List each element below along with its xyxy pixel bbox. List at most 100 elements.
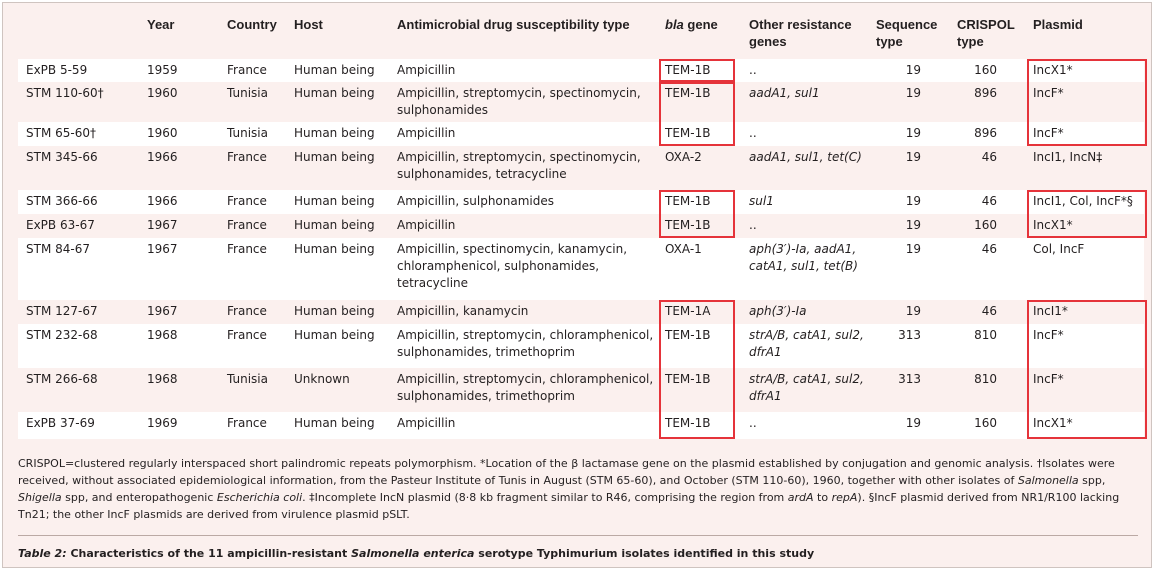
cell-bla-gene: TEM-1B bbox=[657, 122, 741, 146]
cell-isolate-text: STM 84-67 bbox=[26, 242, 90, 256]
header-sequence-type: Sequence type bbox=[868, 6, 949, 59]
cell-crispol-type-text: 46 bbox=[981, 242, 997, 256]
cell-year: 1967 bbox=[139, 214, 219, 238]
cell-susceptibility-text: Ampicillin, spectinomycin, kanamycin, bbox=[397, 242, 628, 256]
cell-other-genes-text: strA/B, catA1, sul2, bbox=[749, 372, 864, 386]
cell-country-text: Tunisia bbox=[227, 372, 268, 386]
cell-susceptibility-text: sulphonamides, trimethoprim bbox=[397, 345, 575, 359]
cell-year: 1959 bbox=[139, 59, 219, 82]
cell-country: France bbox=[219, 412, 286, 439]
cell-host: Human being bbox=[286, 412, 389, 439]
cell-susceptibility: Ampicillin bbox=[389, 122, 657, 146]
cell-susceptibility-text: sulphonamides, tetracycline bbox=[397, 167, 567, 181]
cell-year-text: 1969 bbox=[147, 416, 178, 430]
table-row: STM 84-67 1967 France Human being Ampicillin… bbox=[18, 238, 1144, 300]
header-other-line1: Other resistance bbox=[749, 17, 852, 32]
header-susceptibility: Antimicrobial drug susceptibility type bbox=[397, 17, 630, 32]
cell-host-text: Unknown bbox=[294, 372, 350, 386]
cell-host-text: Human being bbox=[294, 150, 375, 164]
cell-country-text: France bbox=[227, 242, 267, 256]
cell-susceptibility-text: Ampicillin bbox=[397, 416, 456, 430]
cell-host-text: Human being bbox=[294, 328, 375, 342]
cell-plasmid: IncI1, IncN‡ bbox=[1025, 146, 1144, 190]
cell-sequence-type: 19 bbox=[868, 412, 949, 439]
footnote-text-5: to bbox=[813, 491, 832, 504]
cell-susceptibility-text: Ampicillin bbox=[397, 126, 456, 140]
cell-bla-gene: OXA-1 bbox=[657, 238, 741, 300]
cell-plasmid-text: IncF* bbox=[1033, 328, 1064, 342]
cell-bla-gene: TEM-1B bbox=[657, 82, 741, 122]
cell-plasmid: IncF* bbox=[1025, 368, 1147, 412]
cell-isolate-text: STM 127-67 bbox=[26, 304, 98, 318]
cell-crispol-type: 810 bbox=[949, 368, 1025, 412]
cell-isolate: STM 266-68 bbox=[18, 368, 139, 412]
table-row: ExPB 5-59 1959 France Human being Ampicillin… bbox=[18, 59, 1147, 82]
cell-plasmid: IncI1, Col, IncF*§ bbox=[1025, 190, 1147, 214]
cell-year: 1966 bbox=[139, 146, 219, 190]
cell-susceptibility: Ampicillin, kanamycin bbox=[389, 300, 657, 324]
footnote-salmonella: Salmonella bbox=[1017, 474, 1079, 487]
cell-susceptibility-text: Ampicillin, sulphonamides bbox=[397, 194, 555, 208]
cell-plasmid: IncX1* bbox=[1025, 412, 1147, 439]
header-bla-suffix: gene bbox=[683, 17, 718, 32]
cell-bla-gene: TEM-1B bbox=[657, 324, 741, 368]
cell-year-text: 1966 bbox=[147, 194, 178, 208]
cell-host-text: Human being bbox=[294, 416, 375, 430]
cell-plasmid: IncF* bbox=[1025, 82, 1147, 122]
cell-country: Tunisia bbox=[219, 368, 286, 412]
footnote-shigella: Shigella bbox=[18, 491, 62, 504]
cell-bla-gene: TEM-1A bbox=[657, 300, 741, 324]
cell-crispol-type-text: 160 bbox=[974, 218, 997, 232]
cell-year-text: 1966 bbox=[147, 150, 178, 164]
cell-sequence-type: 19 bbox=[868, 300, 949, 324]
cell-susceptibility-text: Ampicillin bbox=[397, 63, 456, 77]
cell-sequence-type-text: 19 bbox=[905, 150, 921, 164]
header-country: Country bbox=[227, 17, 277, 32]
table-caption: Table 2: Characteristics of the 11 ampic… bbox=[18, 545, 814, 562]
cell-other-genes: .. bbox=[741, 122, 868, 146]
footnote-repa: repA bbox=[831, 491, 858, 504]
header-crispol-line2: type bbox=[957, 34, 984, 49]
cell-year: 1966 bbox=[139, 190, 219, 214]
cell-isolate: ExPB 5-59 bbox=[18, 59, 139, 82]
header-plasmid: Plasmid bbox=[1033, 17, 1083, 32]
cell-susceptibility: Ampicillin, streptomycin, chloramphenico… bbox=[389, 324, 657, 368]
cell-host: Human being bbox=[286, 59, 389, 82]
isolates-table: Year Country Host Antimicrobial drug sus… bbox=[18, 6, 1147, 439]
cell-other-genes: .. bbox=[741, 59, 868, 82]
cell-year-text: 1967 bbox=[147, 304, 178, 318]
cell-year-text: 1967 bbox=[147, 242, 178, 256]
cell-sequence-type-text: 19 bbox=[905, 218, 921, 232]
cell-bla-gene-text: TEM-1B bbox=[665, 86, 711, 100]
cell-year: 1968 bbox=[139, 368, 219, 412]
header-isolate bbox=[18, 6, 139, 59]
cell-country-text: France bbox=[227, 328, 267, 342]
cell-country: Tunisia bbox=[219, 82, 286, 122]
cell-susceptibility-text: Ampicillin, kanamycin bbox=[397, 304, 529, 318]
cell-bla-gene-text: OXA-2 bbox=[665, 150, 702, 164]
cell-country-text: France bbox=[227, 194, 267, 208]
header-other-line2: genes bbox=[749, 34, 787, 49]
cell-isolate-text: STM 345-66 bbox=[26, 150, 98, 164]
cell-other-genes: aph(3′)-Ia bbox=[741, 300, 868, 324]
cell-bla-gene: OXA-2 bbox=[657, 146, 741, 190]
cell-sequence-type: 19 bbox=[868, 82, 949, 122]
cell-susceptibility: Ampicillin, spectinomycin, kanamycin, chl… bbox=[389, 238, 657, 300]
cell-isolate: STM 65-60† bbox=[18, 122, 139, 146]
cell-isolate: STM 366-66 bbox=[18, 190, 139, 214]
cell-country: France bbox=[219, 300, 286, 324]
cell-plasmid-text: IncI1, Col, IncF*§ bbox=[1033, 194, 1133, 208]
cell-country: France bbox=[219, 146, 286, 190]
cell-year-text: 1960 bbox=[147, 86, 178, 100]
cell-sequence-type: 19 bbox=[868, 190, 949, 214]
cell-crispol-type-text: 160 bbox=[974, 63, 997, 77]
cell-bla-gene-text: OXA-1 bbox=[665, 242, 702, 256]
cell-country: France bbox=[219, 238, 286, 300]
header-seq-line1: Sequence bbox=[876, 17, 938, 32]
cell-other-genes-text: aph(3′)-Ia, aadA1, bbox=[749, 242, 857, 256]
cell-susceptibility: Ampicillin bbox=[389, 214, 657, 238]
cell-year: 1968 bbox=[139, 324, 219, 368]
cell-sequence-type-text: 313 bbox=[898, 372, 921, 386]
cell-isolate: STM 84-67 bbox=[18, 238, 139, 300]
cell-crispol-type: 46 bbox=[949, 238, 1025, 300]
